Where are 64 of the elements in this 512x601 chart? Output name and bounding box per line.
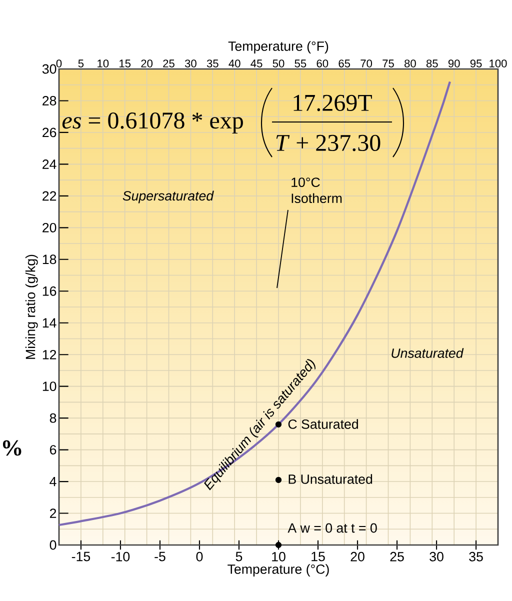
y-tick-label: 8 — [50, 413, 56, 423]
x-tick-label: 15 — [312, 552, 325, 562]
x-tick-label: 30 — [430, 552, 444, 562]
x2-tick-label: 100 — [490, 60, 507, 68]
x2-tick-label: 5 — [78, 60, 84, 68]
y-tick-label: 12 — [42, 350, 56, 360]
annotation: T + 237.30 — [276, 134, 380, 152]
x2-tick-label: 30 — [184, 60, 196, 68]
point — [275, 542, 282, 548]
x2-tick-label: 10 — [98, 60, 109, 68]
x-tick-label: 0 — [196, 552, 203, 562]
annotation: A w = 0 at t = 0 — [288, 523, 377, 533]
y-tick-label: 22 — [42, 191, 56, 201]
y-axis-title: Mixing ratio (g/kg) — [25, 254, 38, 359]
y-tick-label: 24 — [42, 160, 56, 169]
annotation: 10°C Isotherm — [292, 178, 342, 204]
y-tick-label: 20 — [42, 222, 56, 232]
point — [275, 476, 282, 484]
y-tick-label: 26 — [42, 128, 56, 138]
x2-tick-label: 0 — [56, 60, 62, 68]
y-tick-label: 2 — [50, 508, 56, 518]
x-tick-label: 10 — [272, 552, 286, 562]
annotation: 17.269T — [294, 94, 372, 112]
x-tick-label: -5 — [154, 552, 166, 562]
x-tick-label: 5 — [236, 552, 242, 562]
y-tick-label: 10 — [42, 382, 56, 392]
point — [275, 421, 282, 428]
x-tick-label: 20 — [350, 552, 364, 562]
x-tick-label: 35 — [469, 552, 483, 562]
annotation: Supersaturated — [122, 190, 214, 204]
x2-tick-label: 55 — [294, 60, 306, 68]
x2-tick-label: 20 — [141, 60, 153, 68]
x-tick-label: 25 — [390, 552, 404, 562]
x2-tick-label: 45 — [250, 60, 262, 68]
x2-tick-label: 85 — [426, 60, 438, 68]
x-tick-label: -10 — [111, 552, 130, 562]
x-axis-title: Temperature (°C) — [228, 564, 329, 577]
x2-tick-label: 60 — [316, 60, 328, 68]
x2-tick-label: 40 — [228, 60, 240, 68]
x2-tick-label: 70 — [360, 60, 372, 68]
x2-tick-label: 25 — [163, 60, 174, 68]
y-tick-label: 4 — [50, 476, 56, 486]
text: % — [2, 440, 22, 456]
y-tick-label: 0 — [50, 540, 56, 550]
x2-tick-label: 65 — [338, 60, 350, 68]
annotation: C Saturated — [288, 419, 358, 429]
x2-tick-label: 95 — [470, 60, 482, 68]
y-tick-label: 6 — [50, 445, 56, 455]
x2-tick-label: 90 — [448, 60, 460, 68]
x2-axis-title: Temperature (°F) — [228, 41, 328, 54]
y-tick-label: 18 — [42, 254, 56, 264]
x2-tick-label: 35 — [206, 60, 218, 68]
annotation: es = 0.61078 * exp — [62, 112, 243, 134]
y-tick-label: 16 — [42, 286, 56, 296]
x-tick-label: -15 — [72, 552, 90, 562]
x2-tick-label: 50 — [272, 60, 284, 68]
y-tick-label: 30 — [42, 64, 56, 74]
x2-tick-label: 80 — [404, 60, 416, 68]
annotation: B Unsaturated — [288, 474, 372, 484]
y-tick-label: 28 — [42, 96, 56, 106]
annotation: Unsaturated — [392, 348, 464, 358]
x2-tick-label: 75 — [382, 60, 394, 68]
y-tick-label: 14 — [42, 318, 56, 328]
x2-tick-label: 15 — [120, 60, 131, 68]
